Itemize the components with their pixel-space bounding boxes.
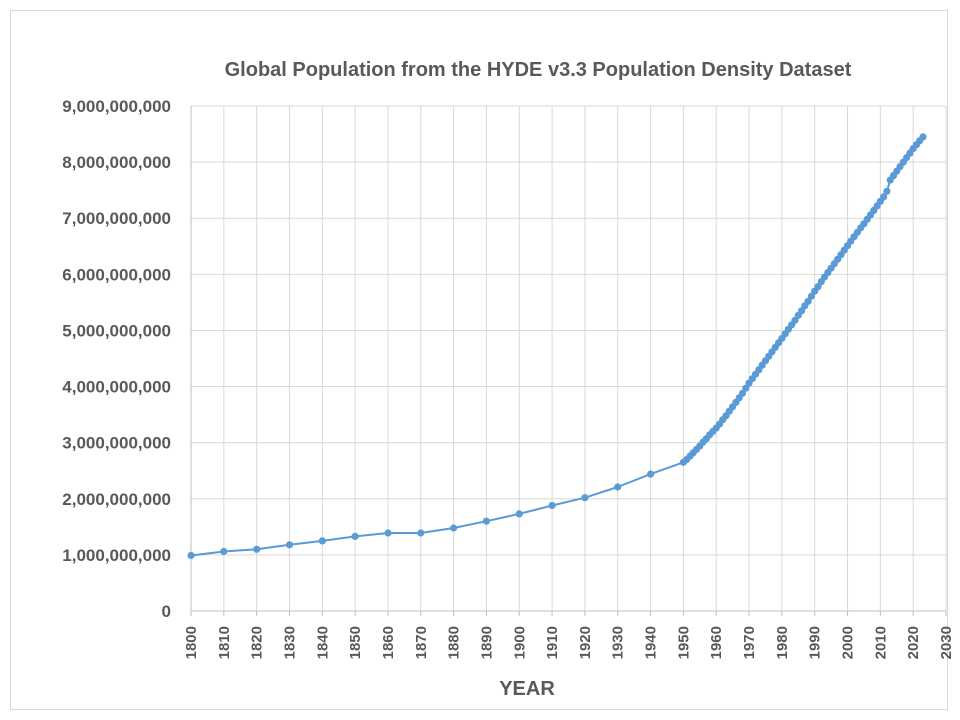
- data-point: [581, 494, 589, 502]
- data-points: [187, 133, 927, 560]
- x-tick-label: 1950: [675, 626, 692, 659]
- series-line-group: [190, 136, 924, 557]
- data-point: [417, 529, 425, 537]
- x-tick-label: 1810: [216, 626, 233, 659]
- y-tick-label: 8,000,000,000: [62, 153, 171, 172]
- y-tick-label: 3,000,000,000: [62, 434, 171, 453]
- x-axis-label: YEAR: [499, 678, 555, 700]
- data-point: [883, 187, 891, 195]
- x-tick-label: 1860: [380, 626, 397, 659]
- x-tick-label: 1820: [249, 626, 266, 659]
- x-tick-label: 2000: [840, 626, 857, 659]
- y-tick-label: 6,000,000,000: [62, 265, 171, 284]
- x-tick-label: 1940: [643, 626, 660, 659]
- x-tick-label: 1910: [544, 626, 561, 659]
- x-tick-label: 1840: [314, 626, 331, 659]
- y-tick-label: 1,000,000,000: [62, 546, 171, 565]
- data-point: [384, 529, 392, 537]
- grid-lines: [190, 105, 947, 616]
- y-tick-label: 2,000,000,000: [62, 490, 171, 509]
- x-tick-label: 1970: [741, 626, 758, 659]
- data-point: [880, 193, 888, 201]
- y-tick-label: 5,000,000,000: [62, 321, 171, 340]
- x-tick-label: 1920: [577, 626, 594, 659]
- data-point: [220, 547, 228, 556]
- x-tick-label: 2030: [938, 626, 955, 659]
- y-tick-label: 7,000,000,000: [62, 209, 171, 228]
- data-point: [253, 545, 261, 553]
- x-tick-label: 1900: [511, 626, 528, 659]
- y-tick-label: 9,000,000,000: [62, 97, 171, 116]
- x-tick-labels: 1800 1810 1820 1830 1840 1850 1860 1870 1880 1890…: [183, 626, 955, 659]
- data-point: [285, 541, 294, 549]
- x-tick-label: 1870: [413, 626, 430, 659]
- y-tick-labels: 0 1,000,000,000 2,000,000,000 3,000,000,000…: [62, 97, 171, 621]
- x-tick-label: 1800: [183, 626, 200, 659]
- x-tick-label: 1850: [347, 626, 364, 659]
- data-point: [548, 501, 556, 510]
- x-tick-label: 1890: [478, 626, 495, 659]
- series-line: [190, 136, 924, 557]
- chart-frame: [10, 10, 948, 710]
- data-point: [647, 470, 655, 478]
- x-tick-label: 1990: [807, 626, 824, 659]
- data-point: [804, 297, 812, 305]
- x-tick-label: 2020: [905, 626, 922, 659]
- chart-title: Global Population from the HYDE v3.3 Pop…: [225, 59, 852, 81]
- data-point: [814, 283, 822, 291]
- data-point: [614, 483, 622, 491]
- data-point: [450, 524, 458, 532]
- data-point: [318, 537, 326, 545]
- data-point: [482, 517, 490, 525]
- x-tick-label: 1930: [610, 626, 627, 659]
- y-tick-label: 0: [162, 602, 171, 621]
- x-tick-label: 1960: [708, 626, 725, 659]
- data-point: [515, 510, 523, 518]
- x-tick-label: 1830: [281, 626, 298, 659]
- data-point: [738, 389, 747, 397]
- x-tick-label: 2010: [872, 626, 889, 659]
- x-tick-label: 1880: [446, 626, 463, 659]
- x-tick-label: 1980: [774, 626, 791, 659]
- data-point: [351, 532, 359, 541]
- y-tick-label: 4,000,000,000: [62, 378, 171, 397]
- data-point: [187, 551, 195, 560]
- data-point: [919, 133, 927, 141]
